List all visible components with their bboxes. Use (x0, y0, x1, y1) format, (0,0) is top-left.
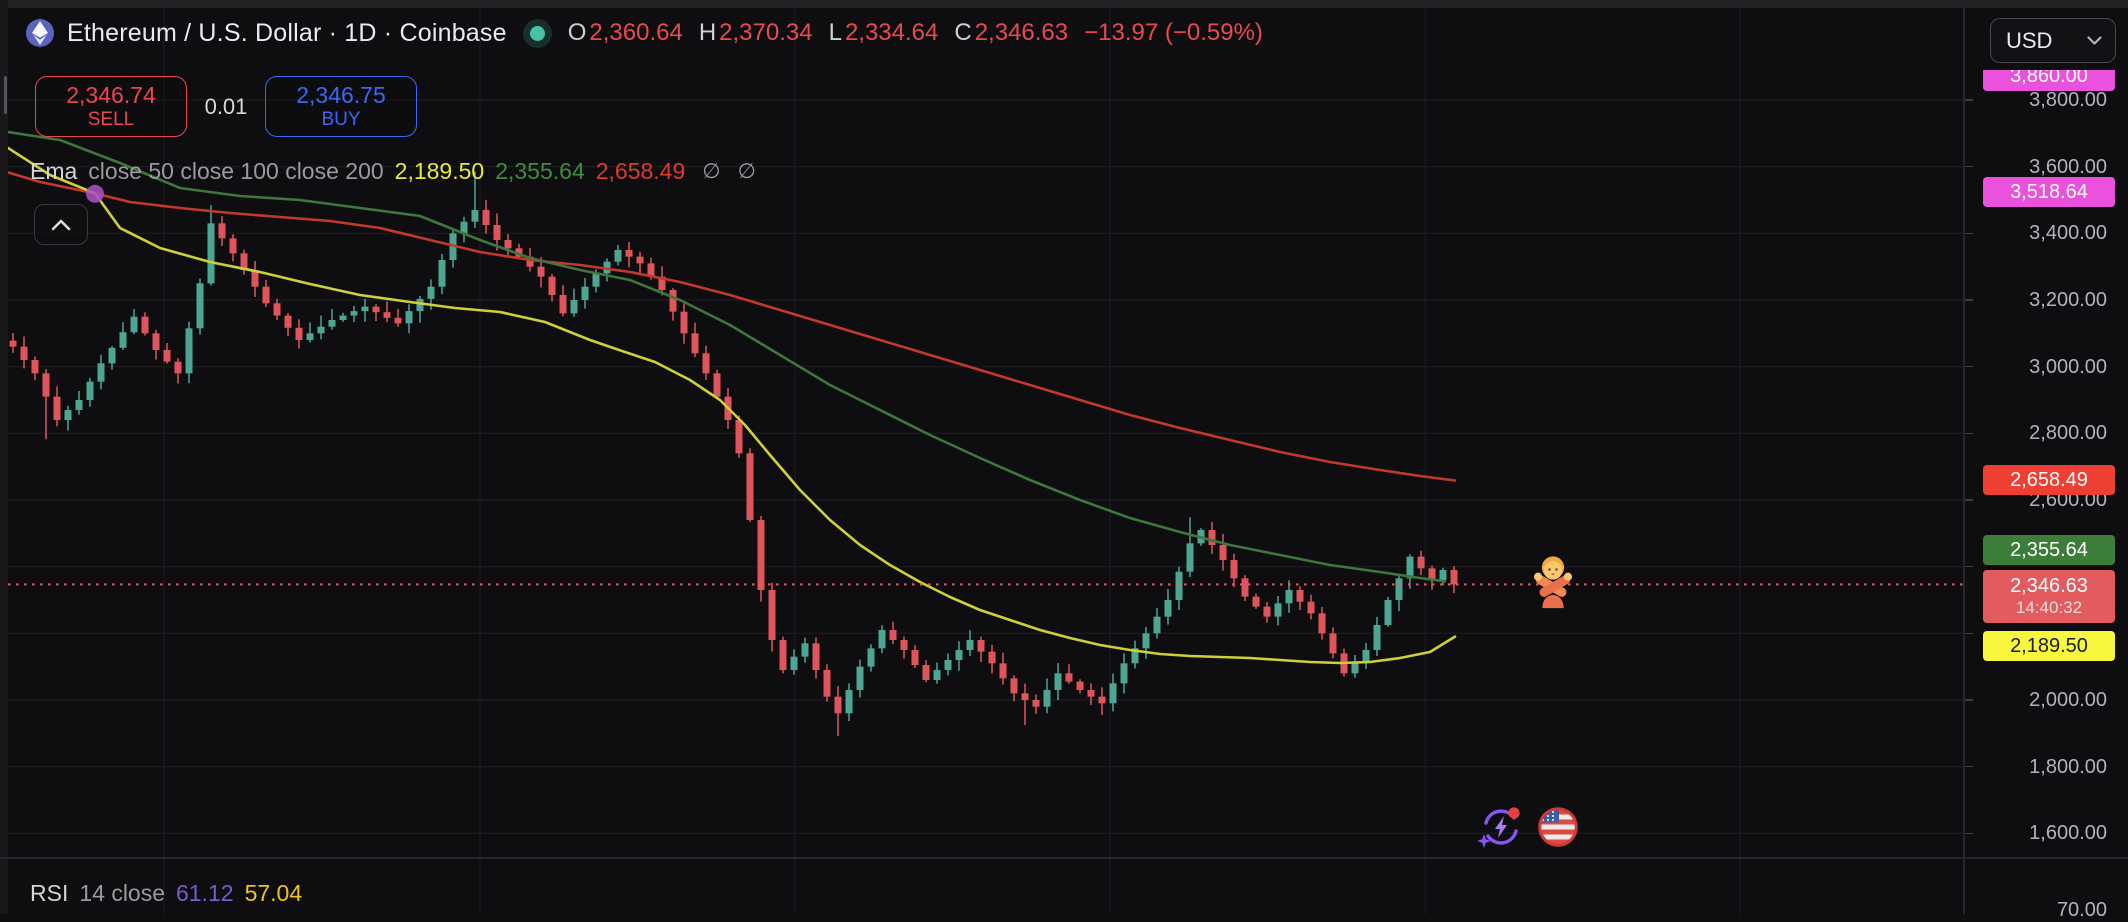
price-axis-label: 3,800.00 (2029, 89, 2107, 111)
price-tick (1964, 499, 1973, 501)
sell-price: 2,346.74 (66, 81, 156, 108)
chart-pane (8, 130, 1963, 736)
price-tag-current-price[interactable]: 2,346.63 14:40:32 (1983, 569, 2115, 623)
price-axis[interactable]: 70.00 3,800.00 3,600.00 3,400.00 3,200.00 3,… (1964, 0, 2128, 921)
left-toolbar-edge (0, 0, 8, 914)
price-axis-label: 3,200.00 (2029, 289, 2107, 311)
alert-disabled-icon[interactable]: ∅ (737, 160, 756, 183)
price-tick (1964, 699, 1973, 701)
price-tick (1964, 765, 1973, 768)
price-tick (1964, 232, 1973, 235)
low-readout: L 2,334.64 (828, 19, 939, 46)
ema-name: Ema (30, 158, 78, 184)
price-tick (1964, 99, 1973, 101)
price-tick (1964, 632, 1973, 635)
change-readout: −13.97 (−0.59%) (1084, 19, 1263, 46)
ema100-value: 2,355.64 (495, 158, 585, 184)
currency-value: USD (2006, 27, 2053, 53)
person-gesturing-no-sticker[interactable] (1527, 554, 1579, 610)
high-readout: H 2,370.34 (698, 19, 813, 46)
price-axis-label: 3,600.00 (2029, 155, 2107, 178)
rsi-value-2: 57.04 (244, 880, 303, 906)
rsi-value-1: 61.12 (176, 880, 234, 906)
price-tag-ema50-tag[interactable]: 2,189.50 (1983, 631, 2115, 661)
price-tick (1964, 832, 1973, 835)
price-axis-label: 3,000.00 (2029, 355, 2107, 378)
ema200-value: 2,658.49 (595, 158, 686, 184)
grid (8, 8, 1963, 914)
price-tick (1964, 365, 1973, 368)
price-tick (1964, 565, 1973, 568)
collapse-indicators-button[interactable] (34, 204, 88, 245)
chevron-up-icon (51, 219, 71, 230)
rsi-axis-partial-label: 70.00 (2056, 899, 2107, 921)
order-panel: 2,346.74 SELL 0.01 2,346.75 BUY (35, 76, 417, 137)
market-status-dot[interactable] (529, 25, 545, 41)
quantity-field[interactable]: 0.01 (204, 93, 248, 119)
buy-label: BUY (321, 108, 361, 130)
us-flag-sticker[interactable] (1536, 805, 1580, 849)
price-tick (1964, 432, 1973, 435)
rsi-name: RSI (30, 880, 69, 906)
buy-button[interactable]: 2,346.75 BUY (265, 76, 417, 137)
open-readout: O 2,360.64 (567, 19, 683, 46)
chart-stickers (1474, 800, 1604, 854)
price-axis-label: 1,600.00 (2029, 822, 2107, 845)
top-strip (0, 0, 2128, 8)
price-tag-ema100-tag[interactable]: 2,355.64 (1983, 535, 2115, 565)
ohlc-readout: O 2,360.64 H 2,370.34 L 2,334.64 C 2,346.63 … (568, 19, 1263, 47)
symbol-header: Ethereum / U.S. Dollar · 1D · Coinbase O… (26, 15, 1263, 51)
ema-params: close 50 close 100 close 200 (88, 158, 384, 184)
currency-dropdown[interactable]: USD (1990, 18, 2116, 63)
rsi-params: 14 close (79, 880, 166, 906)
pane-separator[interactable] (0, 857, 2128, 859)
price-tick (1964, 165, 1973, 168)
price-axis-label: 2,000.00 (2029, 689, 2107, 711)
ai-refresh-bolt-sticker[interactable] (1474, 800, 1528, 854)
close-readout: C 2,346.63 (954, 19, 1069, 46)
ema50-value: 2,189.50 (394, 158, 485, 184)
chevron-down-icon (2087, 36, 2102, 45)
price-axis-label: 1,800.00 (2029, 755, 2107, 778)
symbol-title[interactable]: Ethereum / U.S. Dollar · 1D · Coinbase (67, 18, 507, 47)
price-axis-separator (1963, 8, 1965, 914)
axis-header-cover: USD (1964, 8, 2128, 70)
rsi-indicator-legend[interactable]: RSI 14 close 61.12 57.04 (30, 880, 302, 907)
price-tick (1964, 299, 1973, 301)
price-axis-label: 2,800.00 (2029, 422, 2107, 445)
sell-button[interactable]: 2,346.74 SELL (35, 76, 187, 137)
price-tag-alert-3518[interactable]: 3,518.64 (1983, 177, 2115, 207)
ema-indicator-legend[interactable]: Ema close 50 close 100 close 200 2,189.5… (30, 158, 756, 185)
buy-price: 2,346.75 (296, 81, 386, 108)
ethereum-logo-icon (26, 19, 54, 47)
price-tag-ema200-tag[interactable]: 2,658.49 (1983, 465, 2115, 495)
alert-disabled-icon[interactable]: ∅ (702, 160, 721, 183)
candles (9, 171, 1458, 736)
sell-label: SELL (87, 108, 135, 130)
price-tag-alert-upper[interactable]: 3,860.00 (1983, 61, 2115, 91)
price-axis-label: 3,400.00 (2029, 222, 2107, 245)
left-toolbar-handle[interactable] (4, 76, 7, 114)
